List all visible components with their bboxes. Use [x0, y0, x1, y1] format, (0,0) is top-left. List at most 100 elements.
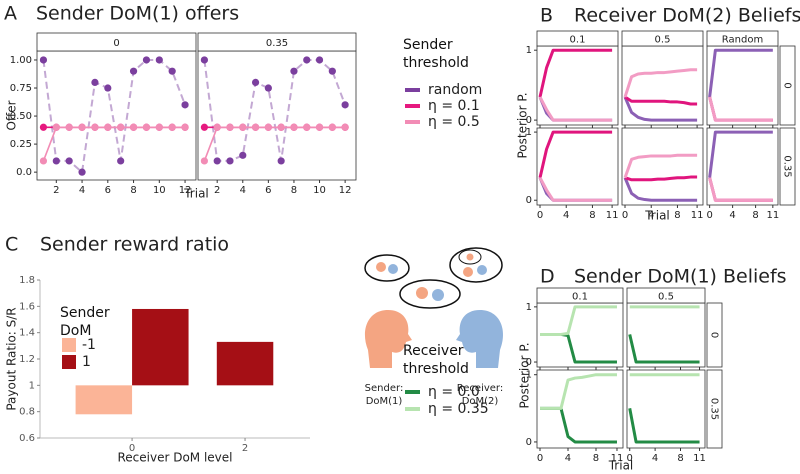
point [277, 157, 285, 165]
x-tick-label: 10 [153, 185, 166, 196]
y-tick-label: 0.75 [10, 83, 32, 94]
bar [75, 385, 133, 415]
facet-label: Random [722, 35, 763, 46]
facet-strip [621, 30, 704, 47]
y-tick-label: 0.0 [16, 167, 32, 178]
point [226, 157, 234, 165]
facet-panel [706, 127, 779, 206]
point [251, 78, 260, 87]
point [104, 84, 112, 92]
y-axis-label: Offer [5, 100, 19, 130]
y-tick-label: 0 [526, 195, 532, 206]
series-line [538, 96, 613, 122]
y-tick-label: 0 [526, 115, 532, 126]
series-line [538, 130, 613, 179]
legend-label: η = 0.0 [428, 384, 480, 400]
point [264, 84, 272, 92]
point [290, 123, 298, 131]
x-tick-label: 11 [766, 210, 779, 221]
x-tick-label: 4 [565, 453, 571, 464]
x-tick-label: 8 [589, 210, 595, 221]
series-line [708, 130, 773, 178]
panel-letter: A [4, 3, 17, 25]
legend-swatch [62, 338, 76, 352]
panel-letter: B [540, 5, 553, 27]
x-tick-label: 0 [537, 210, 543, 221]
point [129, 123, 138, 131]
mini-head [416, 287, 428, 299]
y-tick-label: 0.8 [19, 407, 35, 418]
x-tick-label: 6 [105, 185, 111, 196]
x-axis-label: Trial [644, 209, 670, 223]
point [328, 123, 336, 131]
x-tick-label: 0 [129, 443, 135, 454]
panel-letter: C [5, 234, 18, 256]
point [39, 56, 48, 64]
x-tick-label: 8 [291, 185, 297, 196]
point [264, 123, 272, 131]
series-line [628, 408, 700, 444]
point [91, 123, 99, 131]
x-tick-label: 4 [563, 210, 569, 221]
y-tick-label: 0.25 [10, 139, 32, 150]
x-tick-label: 0 [706, 210, 712, 221]
series-line [708, 48, 773, 98]
x-tick-label: 0 [627, 453, 633, 464]
y-tick-label: 1.8 [19, 275, 35, 286]
x-tick-label: 11 [691, 210, 704, 221]
legend-title-text: Receiver threshold [403, 343, 469, 377]
bar [216, 341, 274, 386]
series-line [538, 177, 613, 202]
series-line [623, 177, 698, 202]
x-tick-label: 12 [179, 185, 192, 196]
x-tick-label: 11 [693, 453, 706, 464]
point [200, 157, 208, 165]
series-line [623, 96, 698, 122]
point [142, 56, 151, 64]
thought-cloud [364, 254, 410, 282]
legend-label: 1 [82, 354, 91, 370]
facet-strip [536, 287, 624, 304]
x-tick-label: 4 [729, 210, 735, 221]
series-line [540, 373, 617, 410]
y-tick-label: 1.6 [19, 301, 35, 312]
facet-strip [706, 302, 723, 368]
point [239, 151, 247, 159]
point [52, 123, 60, 131]
bar [132, 308, 189, 386]
y-tick-label: 0 [526, 357, 532, 368]
legend-title-text: Sender threshold [403, 37, 469, 71]
point [290, 67, 298, 75]
point [104, 123, 112, 131]
x-tick-label: 2 [214, 185, 220, 196]
point [91, 78, 99, 87]
facet-label: 0 [709, 332, 720, 338]
y-tick-label: 1.00 [10, 55, 32, 66]
facet-label: 0.5 [655, 35, 671, 46]
x-tick-label: 2 [53, 185, 59, 196]
facet-label: 0.35 [782, 155, 793, 177]
point [328, 67, 336, 75]
mini-head [432, 289, 444, 301]
series-line [540, 305, 617, 336]
mini-head [463, 267, 473, 277]
y-tick-label: 0 [526, 437, 532, 448]
point [181, 123, 189, 131]
x-tick-label: 4 [652, 453, 658, 464]
series-line [628, 334, 700, 364]
facet-strip [706, 30, 779, 47]
series-line [623, 153, 698, 179]
x-tick-label: 8 [130, 185, 136, 196]
series-line [623, 68, 698, 98]
x-tick-label: 4 [79, 185, 85, 196]
series-line [624, 95, 698, 106]
point [251, 123, 260, 131]
facet-label: 0.35 [266, 38, 288, 49]
facet-strip [626, 287, 706, 304]
x-tick-label: 11 [611, 453, 624, 464]
facet-label: 0 [782, 82, 793, 88]
legend-label: η = 0.35 [428, 401, 489, 417]
point [200, 56, 208, 64]
y-axis-label: Payout Ratio: S/R [5, 307, 19, 410]
legend-title: Receiver threshold [403, 343, 469, 377]
